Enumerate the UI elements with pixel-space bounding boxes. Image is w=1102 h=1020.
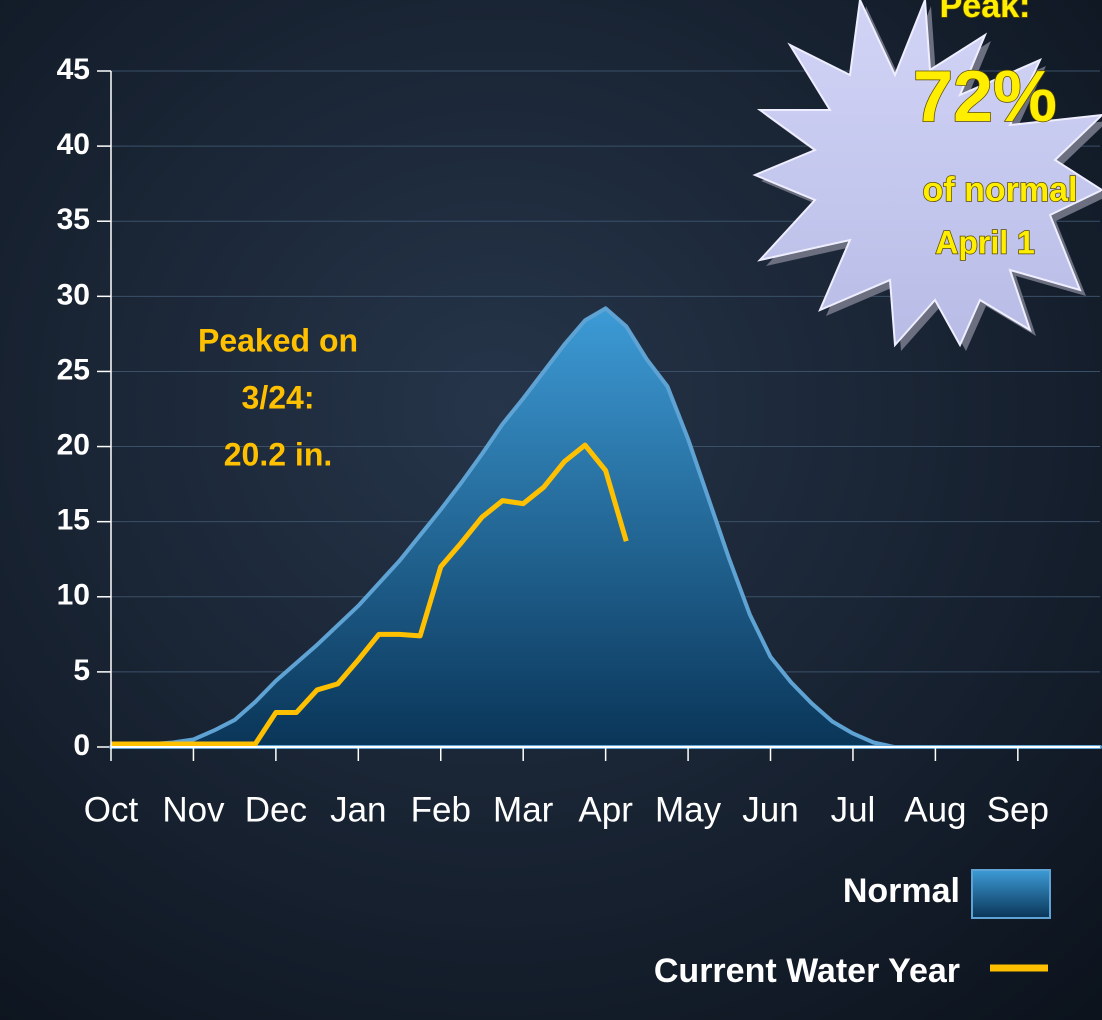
x-tick-label: Jul <box>831 790 876 829</box>
y-tick-label: 30 <box>57 278 90 311</box>
y-tick-label: 25 <box>57 353 90 386</box>
x-tick-label: Oct <box>84 790 139 829</box>
legend-label: Current Water Year <box>654 952 960 990</box>
x-tick-label: Mar <box>493 790 554 829</box>
badge-line1: of normal <box>923 171 1078 209</box>
y-tick-label: 5 <box>73 654 90 687</box>
y-tick-label: 40 <box>57 128 90 161</box>
y-tick-label: 10 <box>57 579 90 612</box>
badge-title: Peak: <box>940 0 1031 25</box>
badge-value: 72% <box>913 57 1057 137</box>
legend-swatch <box>971 869 1051 919</box>
x-tick-label: Aug <box>904 790 966 829</box>
badge: Peak: 72% of normal April 1 <box>752 0 1102 351</box>
annotation: 20.2 in. <box>224 436 333 472</box>
y-tick-label: 15 <box>57 504 90 537</box>
current-line <box>111 442 629 747</box>
x-tick-label: Sep <box>987 790 1049 829</box>
x-tick-label: Dec <box>245 790 307 829</box>
x-tick-label: May <box>655 790 722 829</box>
annotation: 3/24: <box>242 379 315 415</box>
x-tick-label: Feb <box>411 790 471 829</box>
y-tick-label: 20 <box>57 428 90 461</box>
y-tick-label: 45 <box>57 53 90 86</box>
annotation: Peaked on <box>198 322 358 358</box>
y-tick-label: 0 <box>73 729 90 762</box>
legend-label: Normal <box>843 872 960 910</box>
x-tick-label: Apr <box>578 790 633 829</box>
plot: 0 5 10 15 20 25 30 35 40 45 Oct Nov Dec Jan Feb Mar Apr M… <box>57 53 1102 990</box>
badge-shape <box>752 0 1102 348</box>
y-tick-label: 35 <box>57 203 90 236</box>
x-tick-label: Jun <box>742 790 798 829</box>
badge-line2: April 1 <box>935 224 1035 260</box>
x-tick-label: Jan <box>330 790 386 829</box>
x-tick-label: Nov <box>162 790 225 829</box>
